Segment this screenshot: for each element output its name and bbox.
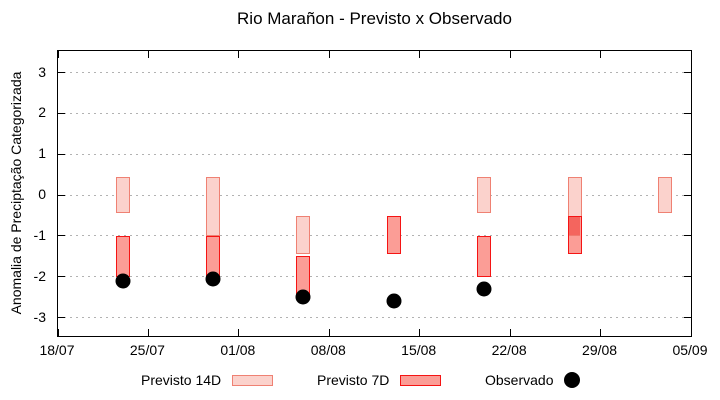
x-tick [238,329,240,336]
y-tick [58,276,65,278]
x-tick-label: 05/09 [672,342,708,358]
y-tick [58,194,65,196]
y-tick [684,112,691,114]
y-tick-label: 3 [38,63,46,80]
y-tick-label: 1 [38,145,46,162]
x-tick [600,51,602,58]
x-tick [57,51,59,58]
y-tick [58,317,65,319]
x-tick [419,51,421,58]
x-tick [147,51,149,58]
observado-dot [386,293,402,309]
plot-area [57,50,692,337]
gridline [58,317,691,319]
bar-previsto-14d [206,176,221,236]
y-tick [684,72,691,74]
legend-item-previsto-14d: Previsto 14D [141,372,274,388]
x-tick-label: 08/08 [310,342,346,358]
bar-previsto-14d [296,215,311,255]
y-tick [58,235,65,237]
bar-previsto-7d [115,235,130,277]
y-tick [58,72,65,74]
observado-dot [476,281,492,297]
y-tick [684,235,691,237]
previsto-7d-swatch-icon [400,374,442,386]
legend: Previsto 14D Previsto 7D Observado [0,372,720,394]
x-tick [419,329,421,336]
legend-item-previsto-7d: Previsto 7D [317,372,442,388]
legend-label-observado: Observado [485,372,554,388]
legend-label-previsto-14d: Previsto 14D [141,372,222,388]
y-tick [58,153,65,155]
bar-previsto-14d [477,176,492,214]
x-tick-label: 22/08 [491,342,527,358]
x-tick [690,51,692,58]
legend-label-previsto-7d: Previsto 7D [317,372,390,388]
bar-previsto-14d [658,176,673,214]
gridline [58,194,691,196]
bar-previsto-7d [477,235,492,277]
x-tick [328,329,330,336]
y-tick-label: -2 [33,267,46,284]
x-tick [238,51,240,58]
x-tick-label: 18/07 [39,342,75,358]
observado-dot [115,273,131,289]
x-tick [509,51,511,58]
y-tick-label: -1 [33,226,46,243]
bar-previsto-14d [115,176,130,214]
gridline [58,112,691,114]
y-tick-label: -3 [33,308,46,325]
x-tick-label: 01/08 [220,342,256,358]
x-tick [328,51,330,58]
x-tick [690,329,692,336]
y-tick-label: 0 [38,186,46,203]
gridline [58,235,691,237]
x-tick [509,329,511,336]
x-tick [600,329,602,336]
x-tick-label: 29/08 [582,342,618,358]
x-tick [147,329,149,336]
y-tick-label: 2 [38,104,46,121]
legend-item-observado: Observado [485,372,581,388]
x-tick [57,329,59,336]
gridline [58,153,691,155]
y-tick [684,276,691,278]
y-tick [684,317,691,319]
bar-previsto-7d [386,215,401,255]
observado-dot-icon [564,372,581,388]
y-tick [684,153,691,155]
gridline [58,276,691,278]
observado-dot [295,289,311,305]
y-tick [58,112,65,114]
gridline [58,72,691,74]
previsto-14d-swatch-icon [232,374,274,386]
x-tick-label: 15/08 [401,342,437,358]
bar-overlap-14d-7d [569,217,581,236]
x-tick-label: 25/07 [129,342,165,358]
y-tick [684,194,691,196]
chart-title: Rio Marañon - Previsto x Observado [237,9,512,28]
observado-dot [205,271,221,287]
